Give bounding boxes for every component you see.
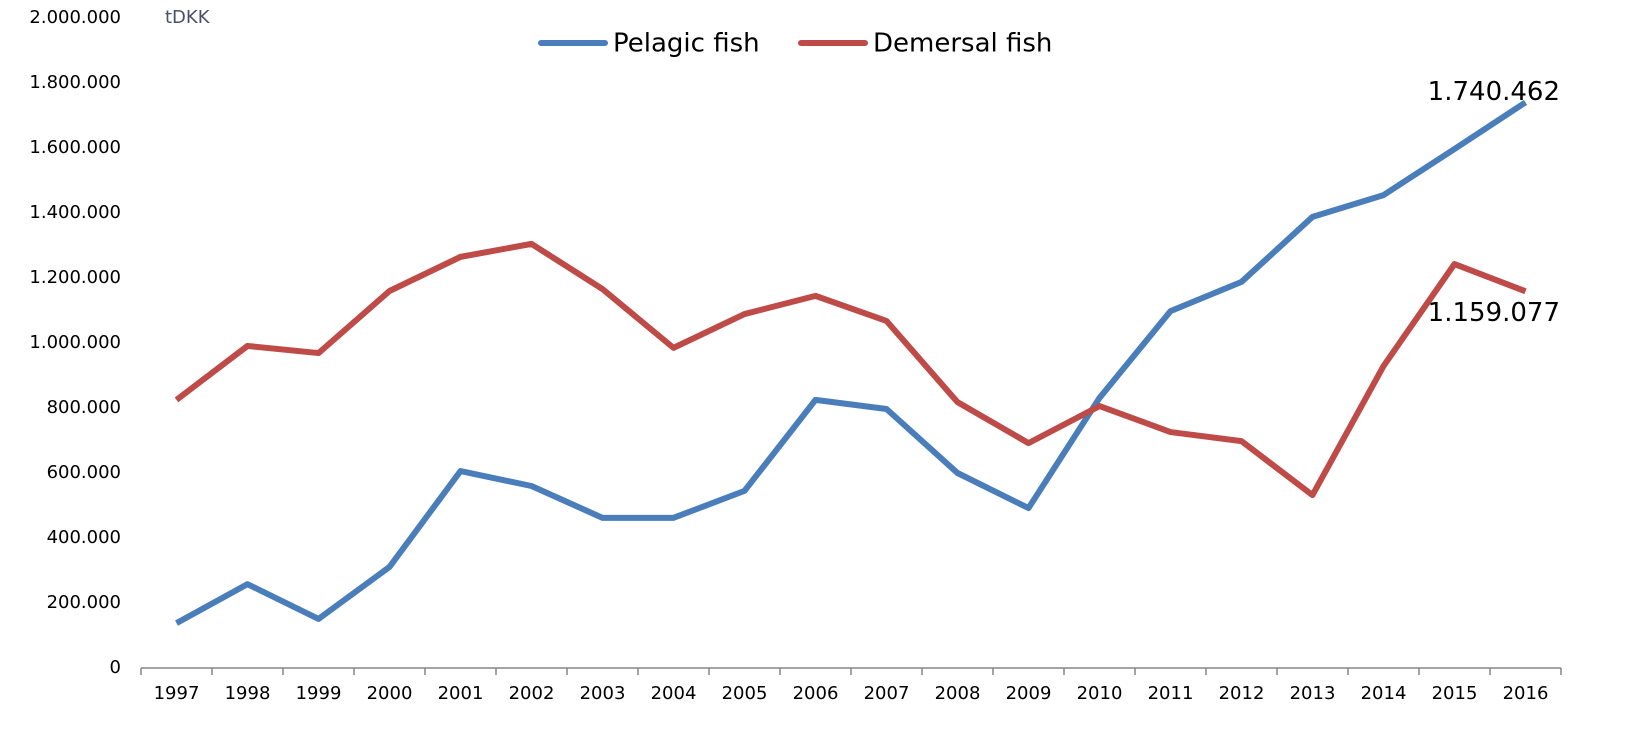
y-tick-label: 0 — [110, 657, 121, 678]
y-axis-label: tDKK — [165, 7, 211, 28]
x-tick-label: 2004 — [651, 683, 697, 704]
x-tick-label: 2013 — [1290, 683, 1336, 704]
y-tick-label: 1.400.000 — [29, 202, 121, 223]
legend-label: Pelagic fish — [613, 29, 760, 59]
legend-label: Demersal fish — [873, 29, 1052, 59]
x-tick-label: 2005 — [722, 683, 768, 704]
x-tick-label: 2014 — [1361, 683, 1407, 704]
x-tick-label: 2003 — [580, 683, 626, 704]
x-tick-label: 2010 — [1077, 683, 1123, 704]
x-tick-label: 1999 — [296, 683, 342, 704]
y-tick-label: 1.200.000 — [29, 267, 121, 288]
value-label: 1.159.077 — [1428, 298, 1560, 328]
x-tick-label: 2002 — [509, 683, 555, 704]
value-label: 1.740.462 — [1428, 77, 1560, 107]
x-tick-label: 2001 — [438, 683, 484, 704]
y-tick-label: 1.000.000 — [29, 332, 121, 353]
series-line — [174, 240, 1527, 499]
x-tick-label: 2008 — [935, 683, 981, 704]
x-tick-label: 2015 — [1432, 683, 1478, 704]
x-tick-label: 2007 — [864, 683, 910, 704]
y-tick-label: 2.000.000 — [29, 7, 121, 28]
x-tick-label: 2009 — [1006, 683, 1052, 704]
x-tick-label: 1997 — [154, 683, 200, 704]
y-tick-label: 1.800.000 — [29, 72, 121, 93]
series-line — [175, 99, 1528, 626]
y-tick-label: 400.000 — [47, 527, 121, 548]
y-tick-label: 600.000 — [47, 462, 121, 483]
x-tick-label: 2012 — [1219, 683, 1265, 704]
y-tick-label: 1.600.000 — [29, 137, 121, 158]
y-tick-label: 200.000 — [47, 592, 121, 613]
x-tick-label: 2000 — [367, 683, 413, 704]
x-tick-label: 1998 — [225, 683, 271, 704]
x-tick-label: 2006 — [793, 683, 839, 704]
x-tick-label: 2011 — [1148, 683, 1194, 704]
y-tick-label: 800.000 — [47, 397, 121, 418]
x-tick-label: 2016 — [1503, 683, 1549, 704]
